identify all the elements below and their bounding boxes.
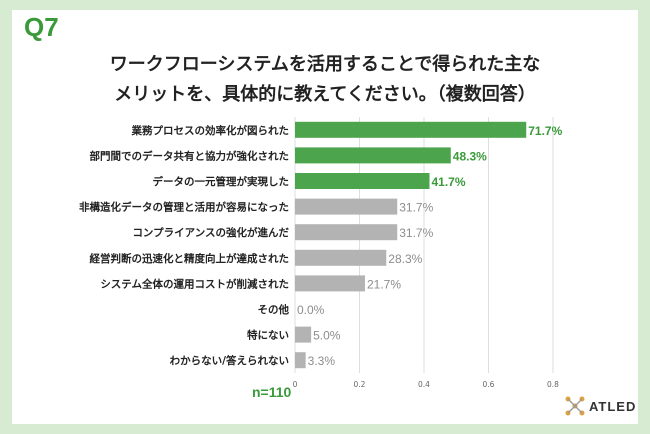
bar-3	[295, 198, 398, 215]
bar-6	[295, 275, 365, 292]
value-label-7: 0.0%	[297, 303, 325, 317]
value-label-1: 48.3%	[453, 149, 487, 163]
category-label-0: 業務プロセスの効率化が図られた	[131, 124, 290, 137]
bar-5	[295, 249, 387, 266]
x-tick-label-3: 0.6	[483, 380, 495, 389]
value-label-2: 41.7%	[431, 175, 465, 189]
x-tick-label-1: 0.2	[354, 380, 366, 389]
value-label-6: 21.7%	[367, 277, 401, 291]
bar-8	[295, 326, 312, 343]
category-label-3: 非構造化データの管理と活用が容易になった	[79, 201, 289, 214]
x-tick-label-4: 0.8	[547, 380, 559, 389]
category-label-1: 部門間でのデータ共有と協力が強化された	[90, 149, 290, 162]
bar-0	[295, 121, 527, 138]
value-label-5: 28.3%	[388, 252, 422, 266]
category-label-4: コンプライアンスの強化が進んだ	[132, 226, 289, 239]
category-label-5: 経営判断の迅速化と精度向上が達成された	[90, 252, 290, 265]
value-label-0: 71.7%	[528, 124, 562, 138]
x-tick-label-2: 0.4	[418, 380, 430, 389]
value-label-3: 31.7%	[399, 201, 433, 215]
value-label-9: 3.3%	[308, 354, 336, 368]
category-label-2: データの一元管理が実現した	[153, 175, 290, 188]
value-label-8: 5.0%	[313, 329, 341, 343]
question-number: Q7	[24, 12, 59, 42]
bar-chart: 0 0.2 0.4 0.6 0.8 業務プロセスの効率化が図られた 71.7% 部門間でのデー…	[79, 117, 563, 389]
sample-size-label: n=110	[252, 384, 292, 400]
bar-9	[295, 352, 306, 369]
atled-logo-icon	[565, 396, 585, 416]
category-label-6: システム全体の運用コストが削減された	[100, 277, 289, 290]
chart-title-line-1: ワークフローシステムを活用することで得られた主な	[109, 54, 541, 75]
chart-card: Q7 ワークフローシステムを活用することで得られた主な メリットを、具体的に教え…	[12, 10, 638, 424]
bar-4	[295, 224, 398, 241]
category-label-7: その他	[258, 303, 290, 316]
category-label-8: 特にない	[247, 329, 289, 342]
bar-1	[295, 147, 451, 164]
bar-2	[295, 173, 430, 189]
brand-name: ATLED	[589, 398, 637, 414]
chart-title: ワークフローシステムを活用することで得られた主な メリットを、具体的に教えてくだ…	[12, 50, 638, 110]
x-tick-label-0: 0	[293, 380, 298, 389]
atled-logo: ATLED	[564, 395, 636, 417]
value-label-4: 31.7%	[399, 226, 433, 240]
category-label-9: わからない/答えられない	[170, 354, 289, 367]
chart-title-line-2: メリットを、具体的に教えてください。（複数回答）	[114, 84, 536, 105]
